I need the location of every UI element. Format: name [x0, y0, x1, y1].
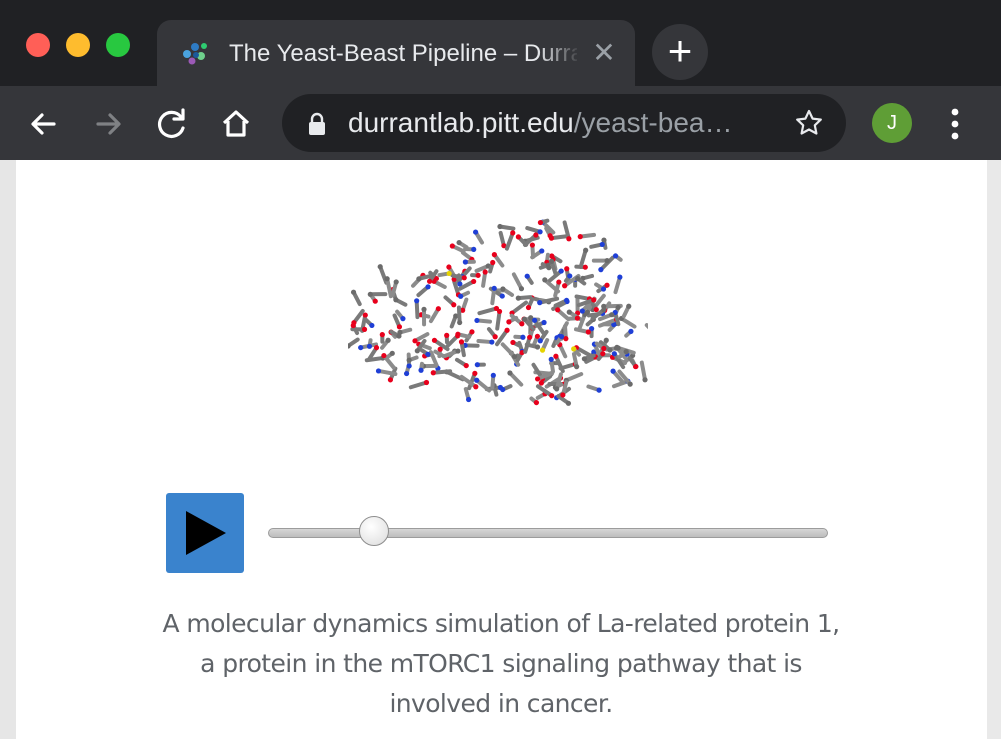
molecule-favicon-icon — [183, 43, 207, 65]
new-tab-button[interactable]: + — [652, 24, 708, 80]
kebab-menu-icon[interactable] — [940, 104, 970, 144]
star-icon[interactable] — [794, 108, 824, 138]
url-host: durrantlab.pitt.edu — [348, 107, 574, 138]
tab-strip: The Yeast-Beast Pipeline – Durrant Lab ✕… — [0, 0, 1001, 86]
play-icon — [186, 511, 226, 555]
url-text[interactable]: durrantlab.pitt.edu/yeast-bea… — [348, 107, 768, 139]
window-zoom-button[interactable] — [106, 33, 130, 57]
tab-title-fade — [537, 36, 581, 72]
page-content: A molecular dynamics simulation of La-re… — [16, 160, 987, 739]
profile-avatar[interactable]: J — [872, 103, 912, 143]
address-bar[interactable]: durrantlab.pitt.edu/yeast-bea… — [282, 94, 846, 152]
reload-icon[interactable] — [150, 102, 194, 146]
url-path: /yeast-bea… — [573, 107, 733, 138]
page-scroll-gutter — [987, 160, 1001, 739]
browser-tab[interactable]: The Yeast-Beast Pipeline – Durrant Lab ✕ — [157, 20, 635, 86]
video-caption: A molecular dynamics simulation of La-re… — [162, 609, 841, 718]
close-icon[interactable]: ✕ — [592, 37, 616, 68]
window-minimize-button[interactable] — [66, 33, 90, 57]
play-button[interactable] — [166, 493, 244, 573]
tab-title: The Yeast-Beast Pipeline – Durrant Lab — [229, 40, 577, 67]
home-icon[interactable] — [214, 102, 258, 146]
browser-toolbar: durrantlab.pitt.edu/yeast-bea… J — [0, 86, 1001, 160]
window-close-button[interactable] — [26, 33, 50, 57]
arrow-right-icon[interactable] — [86, 102, 130, 146]
arrow-left-icon[interactable] — [22, 102, 66, 146]
lock-icon — [309, 112, 325, 135]
slider-thumb[interactable] — [359, 516, 390, 546]
timeline-slider[interactable] — [268, 528, 828, 538]
protein-molecule-viewer[interactable] — [348, 206, 648, 426]
